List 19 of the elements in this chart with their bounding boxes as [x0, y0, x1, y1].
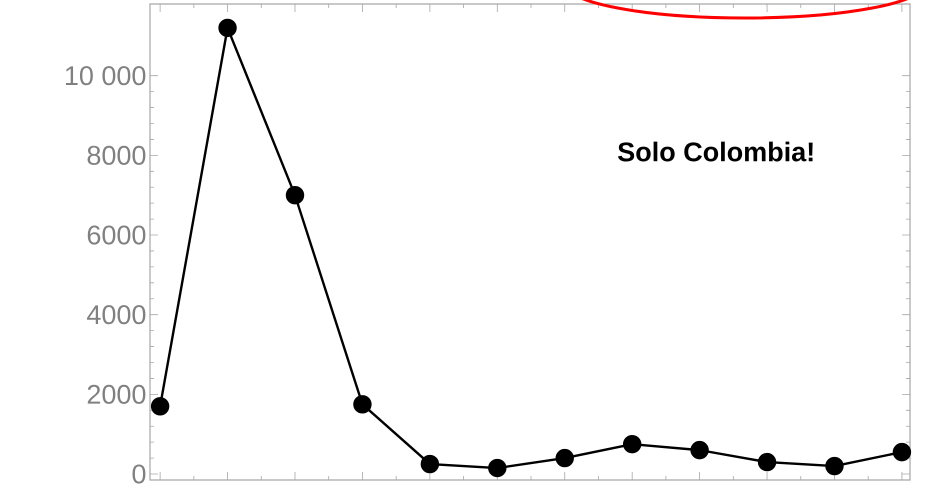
- y-tick-label: 0: [132, 464, 146, 484]
- point: [556, 448, 574, 468]
- point: [286, 186, 304, 204]
- point: [353, 395, 372, 414]
- point: [892, 442, 912, 462]
- point: [218, 18, 237, 38]
- point: [150, 397, 170, 416]
- y-tick-label: 2000: [88, 384, 146, 404]
- point: [488, 458, 506, 478]
- y-tick-label: 8000: [88, 146, 146, 165]
- point: [758, 452, 776, 472]
- y-tick-label: 10 000: [66, 66, 146, 86]
- y-tick-label: 4000: [87, 305, 146, 324]
- annotation: Solo Colombia!: [618, 142, 813, 162]
- point: [622, 434, 642, 454]
- point: [825, 456, 844, 476]
- point: [690, 440, 709, 460]
- point: [420, 454, 440, 474]
- y-tick-label: 6000: [88, 225, 146, 245]
